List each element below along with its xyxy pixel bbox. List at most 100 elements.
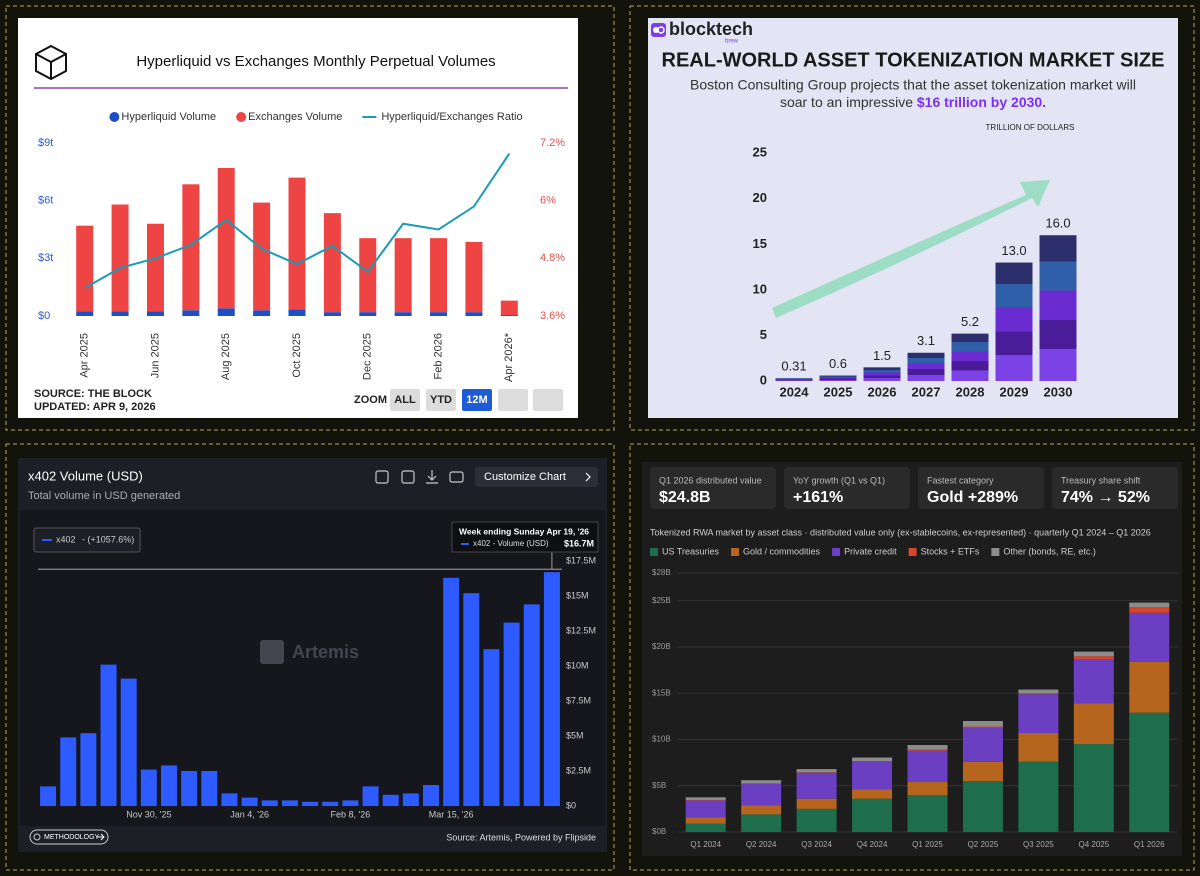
y2-tick-label: 7.2% xyxy=(540,137,565,149)
bar xyxy=(146,311,164,316)
zoom-button[interactable] xyxy=(498,389,528,411)
y2-tick-label: 4.8% xyxy=(540,252,565,264)
bar xyxy=(323,213,341,313)
zoom-button[interactable] xyxy=(462,389,492,411)
y-tick-label: $6t xyxy=(38,195,53,207)
legend-marker xyxy=(991,548,1000,556)
x-tick-label: Feb 2026 xyxy=(432,333,444,379)
customize-label[interactable]: Customize Chart xyxy=(484,471,566,483)
watermark: Artemis xyxy=(292,642,359,662)
bar xyxy=(1039,235,1077,381)
bar xyxy=(443,577,460,806)
y-tick-label: $5B xyxy=(652,781,666,790)
stat-card xyxy=(918,467,1044,509)
brand-logo xyxy=(651,23,666,37)
legend-label: x402 xyxy=(56,534,76,544)
customize-button[interactable] xyxy=(475,467,598,487)
ratio-line xyxy=(84,153,511,289)
zoom-label: ZOOM xyxy=(354,394,387,406)
chart-title: x402 Volume (USD) xyxy=(28,468,143,483)
bar xyxy=(394,238,412,313)
bar-segment xyxy=(1018,693,1059,695)
y-tick-label: $17.5M xyxy=(566,555,596,565)
subtitle: Total volume in USD generated xyxy=(28,490,180,502)
bar xyxy=(500,315,518,316)
bar xyxy=(362,786,379,806)
y-tick-label: 15 xyxy=(753,236,767,251)
bar xyxy=(430,312,448,316)
y-tick-label: $5M xyxy=(566,730,584,740)
bar xyxy=(253,202,271,311)
x-tick-label: 2030 xyxy=(1044,384,1073,399)
chart-title: Hyperliquid vs Exchanges Monthly Perpetu… xyxy=(136,53,495,70)
bar xyxy=(543,572,560,806)
bar xyxy=(394,312,412,316)
bar-segment xyxy=(852,798,893,832)
x-tick-label: Q1 2026 xyxy=(1134,840,1165,849)
zoom-button[interactable] xyxy=(390,389,420,411)
bar-segment xyxy=(685,823,726,832)
formula-icon[interactable] xyxy=(401,470,415,484)
bar xyxy=(120,678,137,806)
zoom-button-label[interactable]: 12M xyxy=(466,394,487,406)
bar xyxy=(323,312,341,316)
methodology-button[interactable] xyxy=(29,829,109,845)
bar-segment xyxy=(852,789,893,799)
bar-segment xyxy=(796,808,837,832)
bar xyxy=(140,769,157,806)
bar-segment xyxy=(1073,651,1114,657)
y-tick-label: $10B xyxy=(652,735,671,744)
x-tick-label: Nov 30, '25 xyxy=(126,809,171,819)
zoom-button-label[interactable]: ALL xyxy=(394,394,416,406)
y-tick-label: 0 xyxy=(760,372,767,387)
bar xyxy=(60,737,77,806)
y2-tick-label: 3.6% xyxy=(540,310,565,322)
y-tick-label: $15B xyxy=(652,688,671,697)
tooltip-value: $16.7M xyxy=(564,538,594,548)
bar xyxy=(253,310,271,316)
y-tick-label: $10M xyxy=(566,660,589,670)
bar-segment xyxy=(962,727,1003,762)
x-tick-label: Q3 2024 xyxy=(801,840,832,849)
x-tick-label: Q4 2024 xyxy=(857,840,888,849)
bar-segment xyxy=(1073,703,1114,745)
y-tick-label: $15M xyxy=(566,590,589,600)
camera-icon[interactable] xyxy=(449,471,464,483)
bar xyxy=(423,785,439,806)
bar-segment xyxy=(796,769,837,773)
bar-segment xyxy=(796,798,837,809)
dividers xyxy=(5,5,1195,871)
methodology-label[interactable]: METHODOLOGY xyxy=(44,834,100,841)
legend-item: US Treasuries xyxy=(650,546,720,556)
bulb-icon xyxy=(33,833,41,841)
bar-segment xyxy=(741,805,782,815)
bar xyxy=(146,223,164,312)
subtitle-text: soar to an impressive xyxy=(780,94,913,110)
y-tick-label: 25 xyxy=(753,145,767,160)
legend-label: Stocks + ETFs xyxy=(921,546,980,556)
brand: blocktech xyxy=(669,19,753,39)
hyperliquid-panel: Hyperliquid vs Exchanges Monthly Perpetu… xyxy=(18,18,578,418)
legend-marker xyxy=(731,548,740,556)
bar-segment xyxy=(685,800,726,818)
bar xyxy=(342,800,359,806)
value-label: 3.1 xyxy=(917,333,935,348)
download-icon[interactable] xyxy=(426,470,438,484)
y2-tick-label: 6% xyxy=(540,195,556,207)
bar xyxy=(241,797,258,806)
legend-box xyxy=(33,527,141,553)
zoom-button[interactable] xyxy=(426,389,456,411)
bar-segment xyxy=(962,781,1003,832)
x-tick-label: Apr 2026* xyxy=(503,332,515,382)
zoom-button[interactable] xyxy=(533,389,563,411)
bar xyxy=(217,167,235,309)
bar xyxy=(523,604,540,806)
legend-item: Other (bonds, RE, etc.) xyxy=(991,546,1096,556)
embed-icon[interactable] xyxy=(375,470,389,484)
bar-segment xyxy=(741,814,782,832)
zoom-button-label[interactable]: YTD xyxy=(430,394,452,406)
methodology-arrow xyxy=(97,833,105,841)
stat-value: +161% xyxy=(793,489,843,506)
